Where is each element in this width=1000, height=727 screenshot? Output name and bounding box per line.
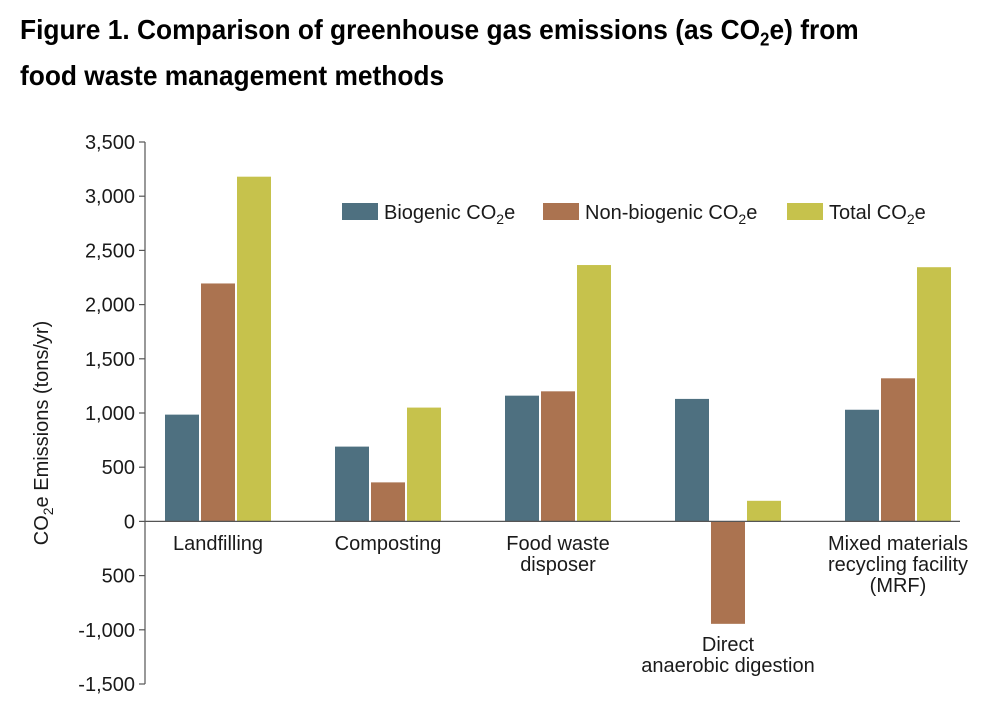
y-tick-label: 500 (102, 566, 135, 588)
bar-series-2-category-2 (371, 482, 405, 522)
y-tick-label: -1,500 (78, 674, 135, 696)
legend-swatch-2 (543, 203, 579, 220)
legend-swatch-1 (342, 203, 378, 220)
y-axis-label: CO2e Emissions (tons/yr) (31, 321, 56, 546)
legend: Biogenic CO2e Non-biogenic CO2e Total CO2e (342, 202, 926, 227)
svg-text:CO2e Emissions (tons/yr): CO2e Emissions (tons/yr) (31, 321, 56, 546)
bar-series-1-category-1 (165, 414, 199, 522)
y-axis-label-rest: e Emissions (tons/yr) (31, 321, 53, 508)
y-axis-label-main: CO (31, 515, 53, 545)
bar-series-1-category-2 (335, 446, 369, 522)
bar-series-1-category-4 (675, 398, 709, 522)
bar-series-3-category-2 (407, 407, 441, 522)
bar-series-1-category-5 (845, 409, 879, 522)
chart-title: Figure 1. Comparison of greenhouse gas e… (20, 12, 922, 94)
bar-series-2-category-5 (881, 378, 915, 522)
bar-series-2-category-1 (201, 283, 235, 522)
bar-series-3-category-4 (747, 500, 781, 522)
category-label: recycling facility (828, 554, 968, 576)
category-label: (MRF) (870, 575, 927, 597)
y-tick-label: 3,000 (85, 186, 135, 208)
category-label: Mixed materials (828, 533, 968, 555)
legend-label-1: Biogenic CO2e (384, 202, 515, 227)
bar-series-3-category-5 (917, 267, 951, 522)
y-tick-label: 2,000 (85, 295, 135, 317)
y-tick-label: 3,500 (85, 132, 135, 154)
category-label: anaerobic digestion (641, 655, 814, 677)
axes-layer: 3,500 3,000 2,500 2,000 1,500 1,000 500 0 500 -1,… (78, 132, 960, 696)
bar-series-2-category-3 (541, 391, 575, 522)
y-tick-label: 500 (102, 457, 135, 479)
bar-series-3-category-1 (237, 176, 271, 522)
legend-swatch-3 (787, 203, 823, 220)
y-tick-label: -1,000 (78, 620, 135, 642)
y-tick-label: 2,500 (85, 240, 135, 262)
bars-layer (165, 176, 951, 624)
category-label: Direct (702, 634, 755, 656)
chart-title-subscript: 2 (760, 29, 770, 50)
legend-label-3: Total CO2e (829, 202, 926, 227)
category-label: disposer (520, 554, 596, 576)
legend-label-2: Non-biogenic CO2e (585, 202, 757, 227)
category-label: Composting (335, 533, 442, 555)
bar-series-2-category-4 (711, 521, 745, 624)
y-tick-label: 1,500 (85, 349, 135, 371)
chart-title-rest: e) from food waste management methods (20, 14, 859, 91)
bar-series-1-category-3 (505, 395, 539, 522)
category-label: Food waste (506, 533, 609, 555)
y-tick-label: 0 (124, 511, 135, 533)
chart-title-main: Figure 1. Comparison of greenhouse gas e… (20, 14, 761, 45)
y-tick-label: 1,000 (85, 403, 135, 425)
bar-series-3-category-3 (577, 265, 611, 522)
y-axis-label-subscript: 2 (40, 507, 56, 515)
category-label: Landfilling (173, 533, 263, 555)
